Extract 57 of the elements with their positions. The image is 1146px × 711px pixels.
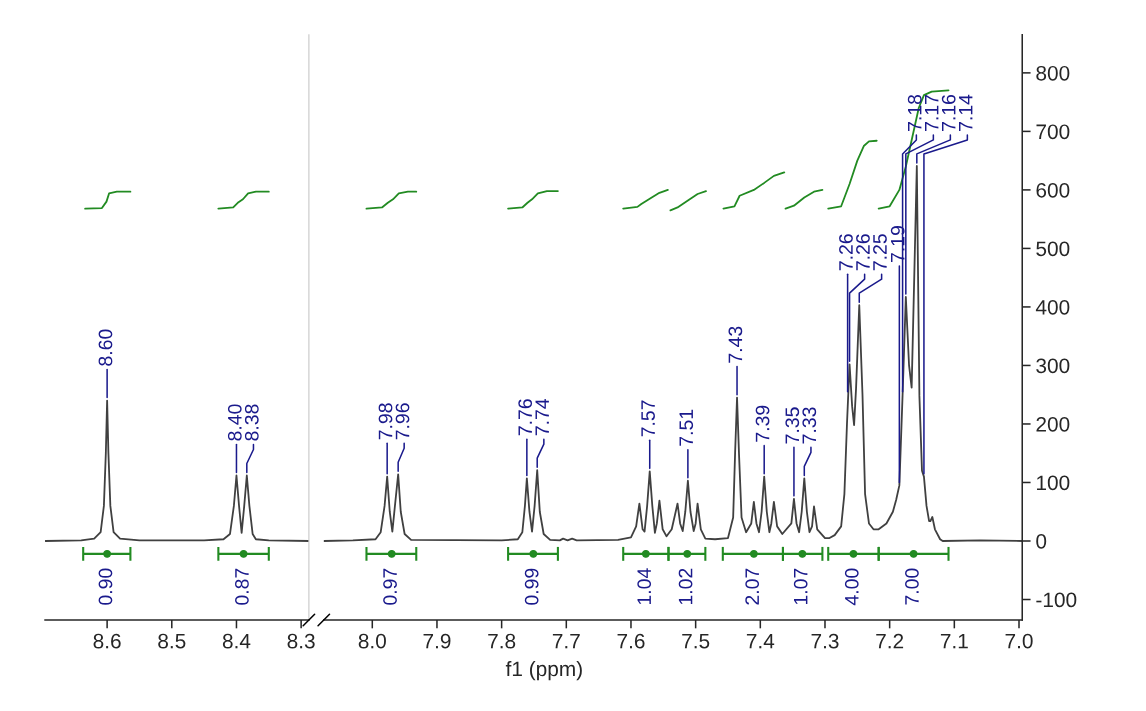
annotation: 7.18 — [907, 94, 922, 131]
x-tick-label: 8.4 — [222, 633, 251, 649]
x-tick-label: 7.9 — [423, 633, 451, 649]
x-tick-label: 8.6 — [93, 633, 121, 649]
annotation: 7.26 — [856, 234, 870, 271]
annotation: 7.51 — [679, 409, 694, 446]
x-tick-label: 7.8 — [488, 633, 516, 649]
annotation: 7.17 — [925, 95, 939, 131]
x-tick-label: 7.5 — [682, 633, 710, 649]
x-tick-label: 8.3 — [287, 633, 315, 649]
annotation: 0.97 — [383, 568, 397, 605]
y-tick-label: 500 — [1036, 241, 1070, 257]
annotation: 7.57 — [641, 400, 655, 437]
annotation: 7.39 — [755, 405, 770, 442]
annotation: 1.02 — [678, 568, 693, 605]
line-series — [323, 165, 1023, 542]
y-tick-label: 300 — [1036, 358, 1070, 374]
annotation: 1.04 — [637, 568, 652, 605]
y-tick-label: -100 — [1036, 592, 1077, 608]
y-tick-label: 700 — [1036, 124, 1070, 140]
annotation: 7.33 — [802, 407, 817, 444]
annotation: 7.98 — [378, 403, 393, 440]
annotation: 0.99 — [524, 568, 539, 605]
y-tick-label: 600 — [1036, 182, 1070, 198]
annotation: 0.90 — [98, 568, 113, 605]
y-tick-label: 800 — [1036, 65, 1070, 81]
annotation: 7.43 — [728, 326, 743, 363]
annotation: 0.87 — [235, 568, 249, 605]
x-tick-label: 7.0 — [1005, 633, 1033, 649]
annotation: 7.35 — [785, 407, 800, 444]
annotation: 8.40 — [227, 404, 242, 441]
y-tick-label: 200 — [1036, 416, 1070, 432]
x-axis-title: f1 (ppm) — [505, 660, 582, 681]
x-tick-label: 7.3 — [811, 633, 839, 649]
x-tick-label: 7.4 — [746, 633, 775, 649]
annotation: 7.25 — [873, 234, 887, 271]
annotation: 7.16 — [941, 94, 956, 131]
annotation: 7.26 — [839, 234, 853, 271]
y-tick-label: 400 — [1035, 299, 1070, 315]
annotation: 8.60 — [98, 329, 113, 366]
annotation: 2.07 — [745, 568, 760, 605]
annotation: 4.00 — [844, 568, 859, 606]
annotation: 8.38 — [244, 404, 259, 441]
x-tick-label: 8.0 — [358, 633, 386, 649]
x-tick-label: 7.6 — [617, 633, 645, 649]
x-tick-label: 7.2 — [876, 633, 904, 649]
annotation: 7.96 — [395, 403, 410, 440]
x-tick-label: 7.1 — [940, 633, 968, 649]
x-tick-label: 8.5 — [158, 633, 186, 649]
y-tick-label: 0 — [1036, 534, 1047, 549]
x-tick-label: 7.7 — [552, 633, 580, 649]
annotation: 7.14 — [959, 94, 973, 131]
y-tick-label: 100 — [1037, 475, 1070, 491]
annotation: 1.07 — [793, 568, 808, 605]
annotation: 7.74 — [535, 398, 549, 436]
annotation: 7.00 — [905, 568, 919, 605]
annotation: 7.76 — [518, 399, 533, 436]
